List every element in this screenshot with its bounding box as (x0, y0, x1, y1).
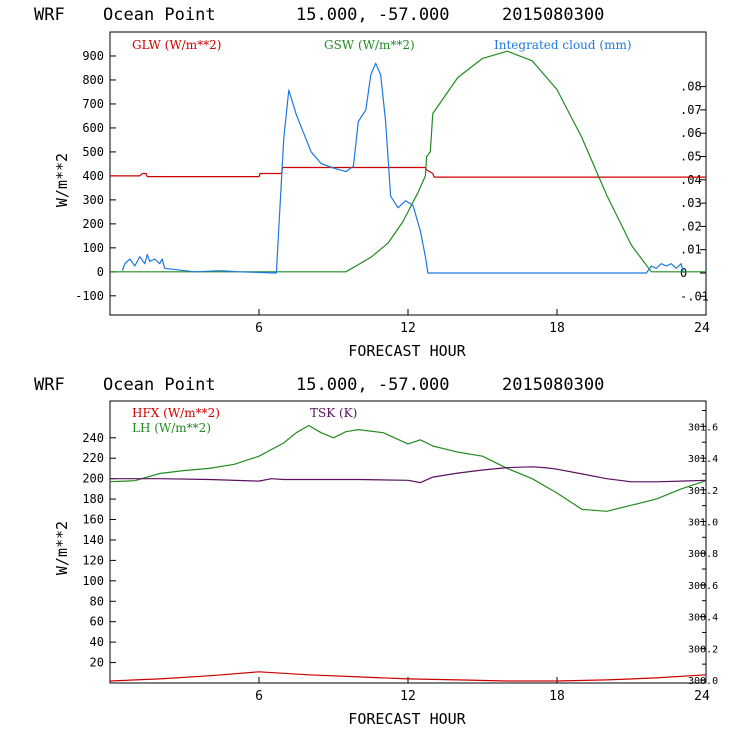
chart-1-right-tick-label: .05 (680, 150, 702, 164)
chart-1-x-axis: 6 12 18 24 (255, 309, 710, 336)
chart-2-coords-label: 15.000, -57.000 (296, 375, 450, 395)
chart-1-legend-gsw: GSW (W/m**2) (324, 38, 415, 52)
chart-2-location-label: Ocean Point (103, 375, 216, 395)
chart-2-left-tick-label: 80 (90, 594, 104, 608)
chart-2-right-tick-label: 301.0 (688, 517, 718, 528)
chart-2-x-axis: 6 12 18 24 (255, 677, 710, 704)
chart-2-legend-lh: LH (W/m**2) (132, 421, 211, 435)
chart-1-x-tick-label: 24 (694, 321, 710, 336)
chart-2-left-tick-label: 100 (82, 574, 104, 588)
chart-2-right-tick-label: 301.2 (688, 486, 718, 497)
chart-1-x-tick-label: 6 (255, 321, 263, 336)
chart-1-left-tick-label: 700 (82, 97, 104, 111)
chart-1-right-tick-label: 0 (680, 266, 687, 280)
chart-2-right-tick-label: 301.6 (688, 422, 718, 433)
chart-1-left-tick-label: -100 (75, 289, 104, 303)
chart-1-left-tick-label: 500 (82, 145, 104, 159)
chart-1-right-tick-label: .06 (680, 126, 702, 140)
chart-2-legend-hfx: HFX (W/m**2) (132, 406, 220, 420)
chart-2-right-tick-label: 301.4 (688, 454, 718, 465)
chart-2-left-axis: 20 40 60 80 100 120 140 160 180 200 220 240 (82, 431, 116, 670)
chart-2-x-tick-label: 12 (400, 689, 416, 704)
chart-1-left-tick-label: 800 (82, 73, 104, 87)
chart-2-series-line-purple (110, 466, 707, 484)
chart-2-y-axis-title: W/m**2 (53, 521, 71, 575)
chart-1-right-tick-label: .01 (680, 243, 702, 257)
chart-2-left-tick-label: 160 (82, 513, 104, 527)
chart-1-coords-label: 15.000, -57.000 (296, 5, 450, 25)
chart-2-legend: HFX (W/m**2) LH (W/m**2) TSK (K) (132, 406, 357, 435)
chart-2-right-tick-label: 300.2 (688, 644, 718, 655)
chart-1-right-tick-label: .04 (680, 173, 702, 187)
chart-1-header: WRF Ocean Point 15.000, -57.000 20150803… (34, 5, 604, 25)
chart-1-location-label: Ocean Point (103, 5, 216, 25)
chart-1-legend-cloud: Integrated cloud (mm) (494, 38, 632, 52)
chart-2-left-tick-label: 180 (82, 492, 104, 506)
chart-1-series-line-red (110, 166, 706, 178)
chart-2-left-tick-label: 200 (82, 472, 104, 486)
chart-2-series-line-red (109, 671, 707, 682)
chart-2-series-group (109, 424, 707, 682)
chart-2: WRF Ocean Point 15.000, -57.000 20150803… (34, 375, 718, 728)
chart-2-left-tick-label: 120 (82, 553, 104, 567)
chart-2-left-tick-label: 240 (82, 431, 104, 445)
chart-1-right-tick-label: -.01 (680, 289, 709, 303)
chart-2-right-tick-label: 300.6 (688, 581, 718, 592)
chart-2-x-tick-label: 6 (255, 689, 263, 704)
chart-1-left-tick-label: 200 (82, 217, 104, 231)
chart-2-left-tick-label: 20 (90, 656, 104, 670)
chart-1-legend: GLW (W/m**2) GSW (W/m**2) Integrated clo… (132, 38, 632, 52)
chart-2-right-tick-label: 300.8 (688, 549, 718, 560)
chart-2-header: WRF Ocean Point 15.000, -57.000 20150803… (34, 375, 604, 395)
chart-1-right-tick-label: .07 (680, 103, 702, 117)
chart-2-right-tick-label: 300.0 (688, 676, 718, 687)
chart-2-date-label: 2015080300 (502, 375, 604, 395)
chart-1-right-axis: -.01 0 .01 .02 .03 .04 .05 .06 .07 .08 (680, 80, 709, 304)
chart-1-x-tick-label: 18 (549, 321, 565, 336)
chart-2-x-tick-label: 24 (694, 689, 710, 704)
chart-1-left-tick-label: 400 (82, 169, 104, 183)
chart-1-date-label: 2015080300 (502, 5, 604, 25)
chart-1-series-line-green (110, 50, 706, 273)
chart-2-x-tick-label: 18 (549, 689, 565, 704)
chart-2-legend-tsk: TSK (K) (310, 406, 357, 420)
chart-1-right-tick-label: .08 (680, 80, 702, 94)
chart-2-model-label: WRF (34, 375, 65, 395)
chart-1-legend-glw: GLW (W/m**2) (132, 38, 221, 52)
chart-2-right-axis: 300.0 300.2 300.4 300.6 300.8 301.0 301.2 301.4… (688, 410, 718, 687)
chart-1-x-tick-label: 12 (400, 321, 416, 336)
chart-1-series-group (110, 50, 706, 274)
chart-1-right-tick-label: .02 (680, 219, 702, 233)
chart-1-left-tick-label: 100 (82, 241, 104, 255)
chart-1-x-axis-title: FORECAST HOUR (348, 342, 466, 360)
chart-1-right-tick-label: .03 (680, 196, 702, 210)
chart-2-left-tick-label: 140 (82, 533, 104, 547)
chart-2-x-axis-title: FORECAST HOUR (348, 710, 466, 728)
chart-1-model-label: WRF (34, 5, 65, 25)
chart-1-left-axis: -100 0 100 200 300 400 500 600 700 800 900 (75, 49, 116, 303)
chart-2-left-tick-label: 220 (82, 451, 104, 465)
chart-1: WRF Ocean Point 15.000, -57.000 20150803… (34, 5, 710, 360)
chart-1-left-tick-label: 0 (97, 265, 104, 279)
chart-2-left-tick-label: 60 (90, 615, 104, 629)
chart-1-left-tick-label: 300 (82, 193, 104, 207)
chart-2-left-tick-label: 40 (90, 635, 104, 649)
chart-1-left-tick-label: 900 (82, 49, 104, 63)
chart-2-series-line-green (109, 424, 707, 512)
chart-1-y-axis-title: W/m**2 (53, 153, 71, 207)
chart-1-left-tick-label: 600 (82, 121, 104, 135)
chart-1-series-line-blue (121, 62, 685, 274)
chart-2-right-tick-label: 300.4 (688, 613, 718, 624)
